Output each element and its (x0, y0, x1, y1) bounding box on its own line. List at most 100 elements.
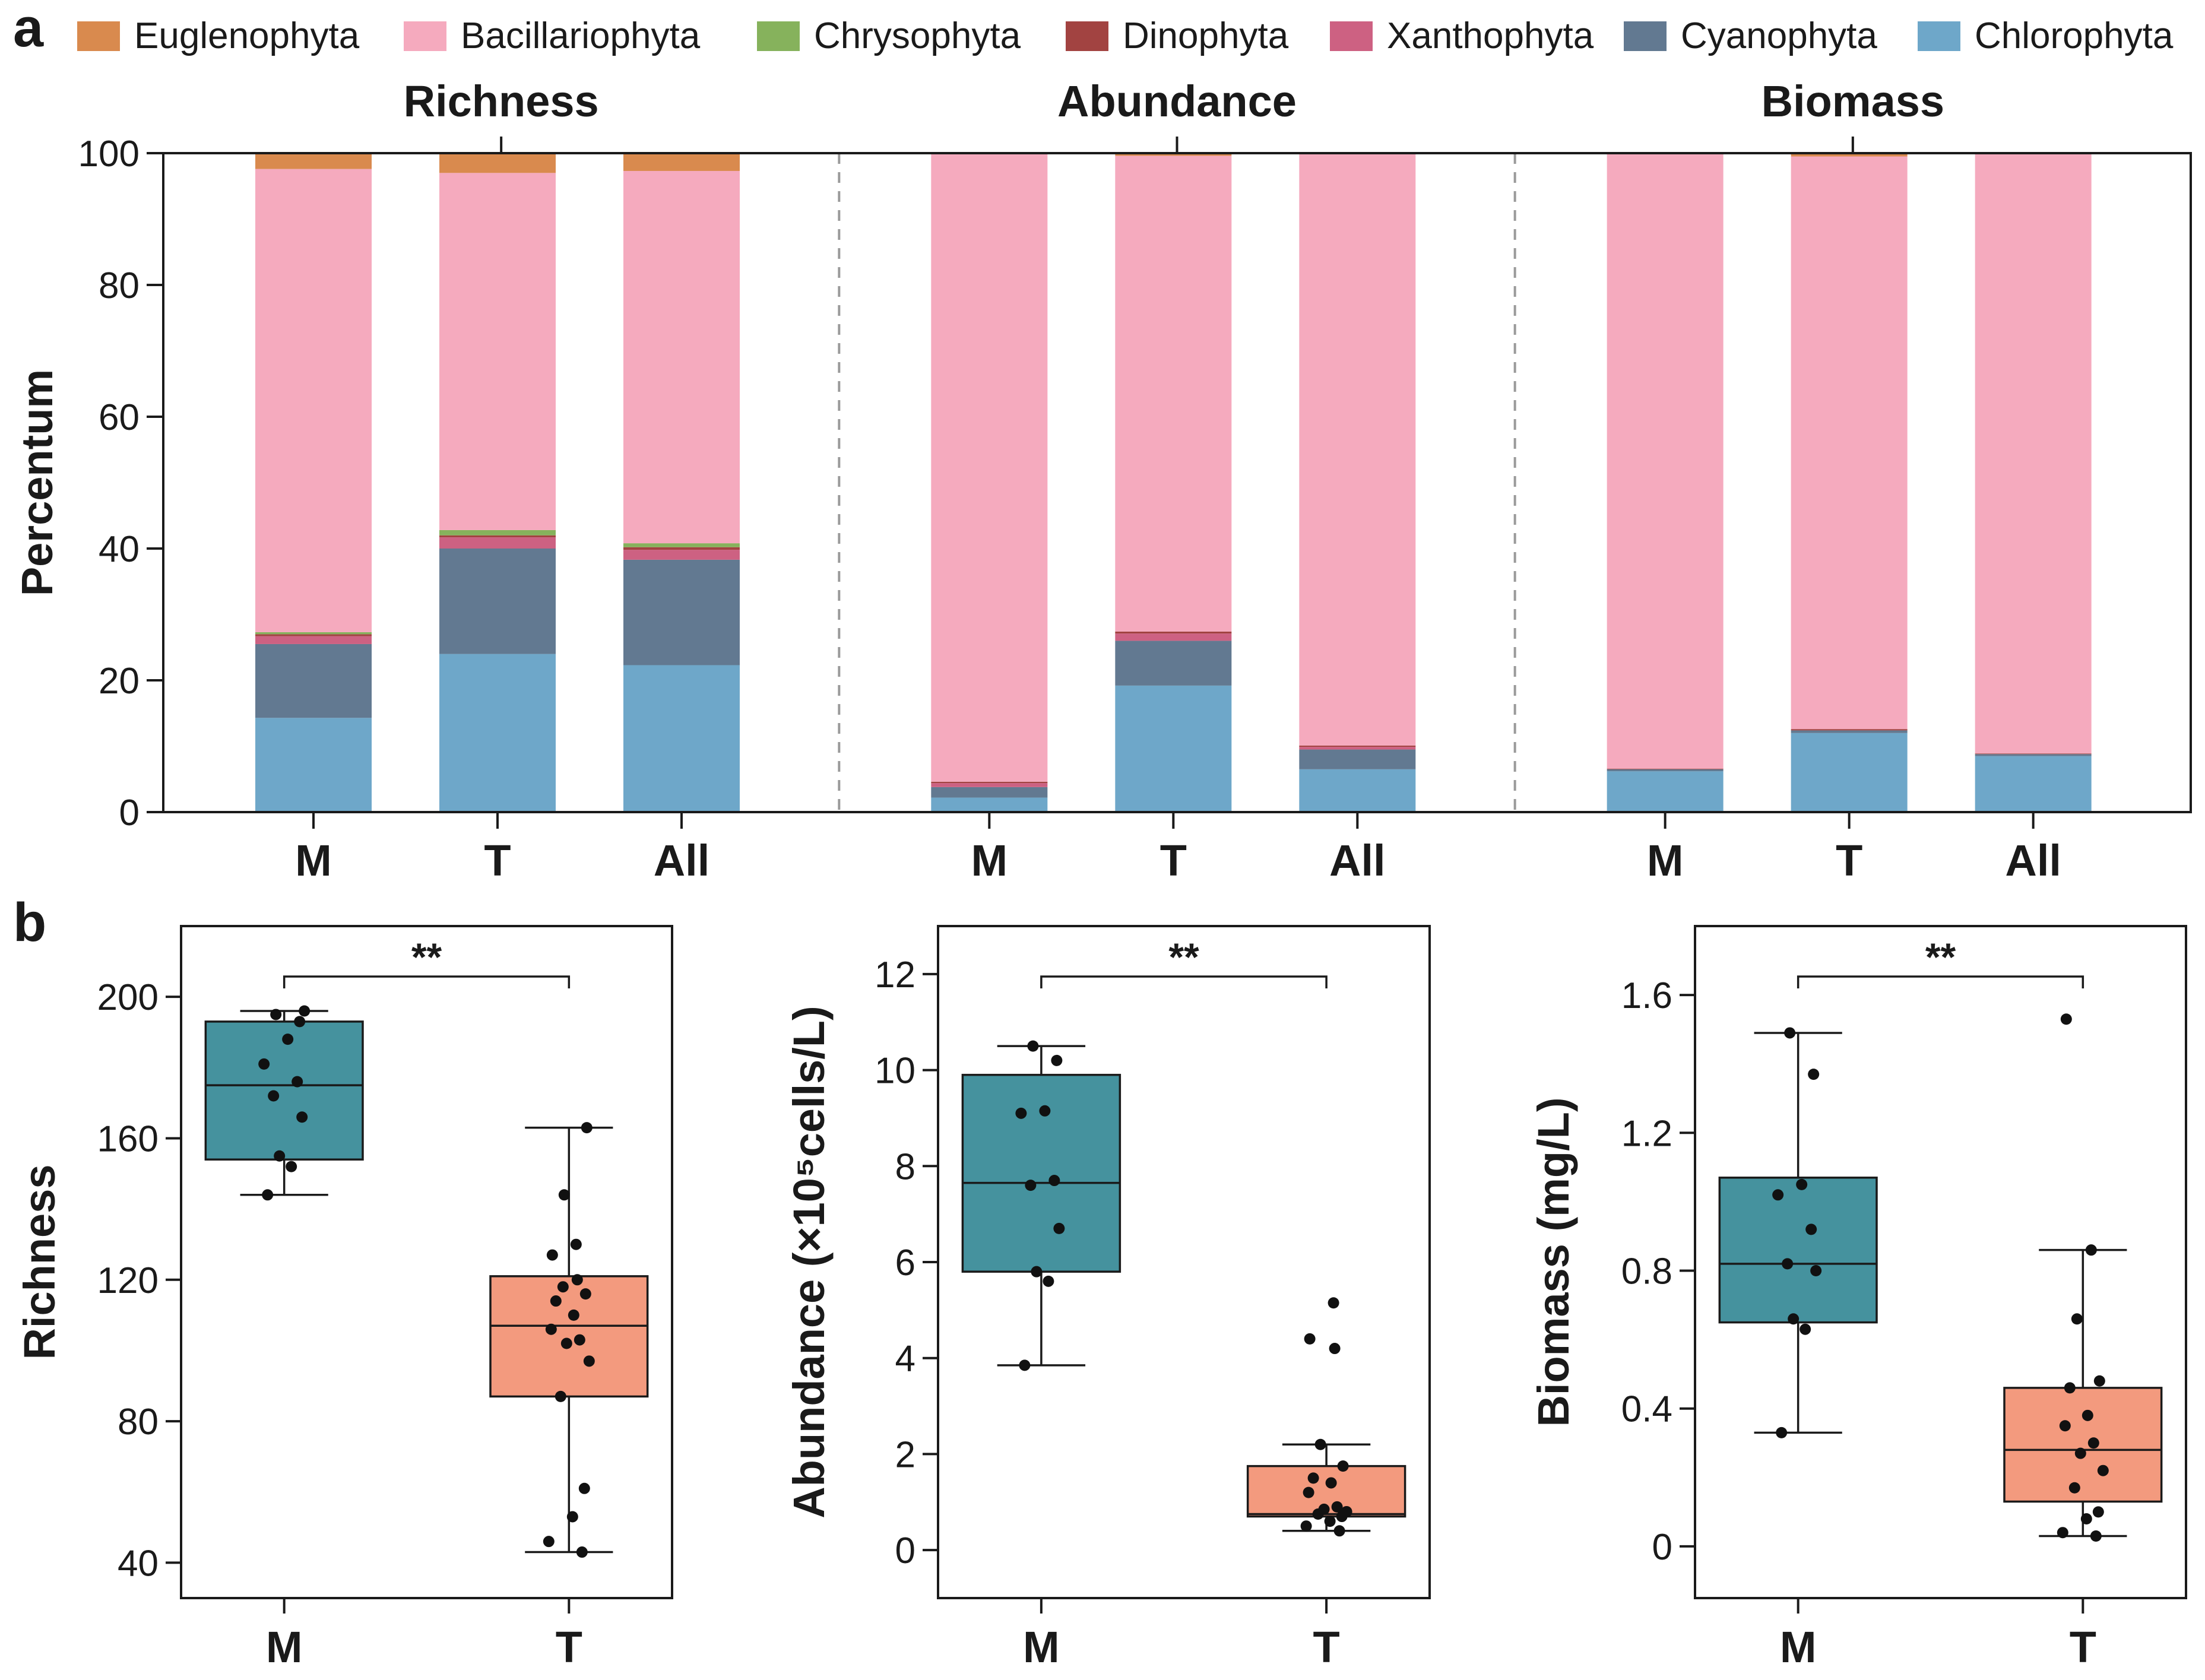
bar-abundance-m-xanthophyta (931, 783, 1048, 787)
legend-label-dinophyta: Dinophyta (1123, 15, 1289, 56)
data-point-m (1784, 1027, 1796, 1039)
bar-richness-t-bacillariophyta (439, 173, 556, 530)
data-point-t (2064, 1382, 2076, 1394)
data-point-m (1788, 1313, 1800, 1325)
data-point-t (558, 1189, 570, 1201)
data-point-m (268, 1090, 280, 1102)
significance-label: ** (1168, 935, 1199, 979)
box-m (204, 1020, 364, 1161)
data-point-t (546, 1249, 558, 1261)
y-tick-label: 0 (119, 793, 140, 833)
x-tick-label-t: T (556, 1622, 582, 1672)
data-point-t (2097, 1465, 2109, 1476)
data-point-t (550, 1295, 562, 1307)
y-tick-label: 0.8 (1621, 1251, 1672, 1292)
x-tick-label-abundance-all: All (1329, 836, 1386, 885)
data-point-t (2068, 1482, 2080, 1494)
bar-biomass-m-cyanophyta (1607, 769, 1724, 772)
x-tick-label-richness-m: M (295, 836, 332, 885)
plot-frame (162, 152, 2192, 813)
box-plots: M T ** 40 80 120 160 200 Richness M T ** 0 2 4 6 8 10 12 Ab… (15, 925, 2187, 1672)
legend-swatch-bacillariophyta (404, 21, 446, 51)
data-point-m (1776, 1427, 1788, 1438)
data-point-t (1318, 1503, 1330, 1515)
plot-frame (1694, 925, 2187, 1599)
data-point-t (2092, 1506, 2104, 1518)
data-point-m (1031, 1266, 1043, 1278)
data-point-m (1025, 1180, 1037, 1191)
legend-swatch-chlorophyta (1918, 21, 1960, 51)
data-point-t (578, 1482, 590, 1494)
data-point-t (568, 1309, 579, 1321)
y-axis-label: Biomass (mg/L) (1529, 1097, 1578, 1427)
y-tick-label: 1.6 (1621, 975, 1672, 1016)
box-m (961, 1073, 1121, 1273)
legend-swatch-cyanophyta (1624, 21, 1667, 51)
legend-label-bacillariophyta: Bacillariophyta (461, 15, 701, 56)
data-point-t (579, 1288, 591, 1300)
data-point-m (1027, 1040, 1039, 1052)
bar-abundance-m-dinophyta (931, 781, 1048, 784)
y-tick-label: 100 (78, 134, 140, 175)
x-tick-label-m: M (1780, 1622, 1817, 1672)
data-point-t (583, 1355, 595, 1367)
group-title-biomass: Biomass (1762, 77, 1944, 126)
data-point-m (1810, 1265, 1822, 1277)
y-tick-label: 60 (99, 397, 140, 438)
bar-biomass-all-cyanophyta (1975, 754, 2092, 756)
panel-label-b: b (13, 892, 46, 953)
bar-abundance-all-xanthophyta (1299, 747, 1416, 750)
bar-biomass-m-chlorophyta (1607, 771, 1724, 812)
data-point-t (543, 1536, 555, 1548)
data-point-m (282, 1034, 294, 1045)
bar-abundance-t-dinophyta (1115, 631, 1232, 634)
data-point-m (1053, 1222, 1065, 1234)
bar-richness-m-xanthophyta (255, 636, 372, 644)
legend-swatch-dinophyta (1066, 21, 1108, 51)
data-point-t (555, 1390, 566, 1402)
legend-label-chrysophyta: Chrysophyta (814, 15, 1021, 56)
data-point-t (2057, 1527, 2068, 1539)
bar-richness-all-bacillariophyta (623, 170, 740, 544)
data-point-t (2090, 1530, 2102, 1542)
data-point-t (1333, 1525, 1345, 1537)
data-point-t (557, 1281, 569, 1293)
data-point-t (1325, 1477, 1337, 1489)
data-point-t (571, 1274, 583, 1286)
data-point-t (1329, 1343, 1341, 1355)
bar-abundance-t-euglenophyta (1115, 153, 1232, 156)
legend-label-xanthophyta: Xanthophyta (1387, 15, 1594, 56)
panel-label-a: a (13, 0, 44, 58)
data-point-t (1303, 1486, 1314, 1498)
data-point-m (1015, 1107, 1027, 1119)
bar-richness-m-dinophyta (255, 634, 372, 636)
legend-swatch-chrysophyta (757, 21, 800, 51)
y-tick-label: 0 (1652, 1527, 1672, 1568)
data-point-t (1304, 1333, 1316, 1345)
data-point-t (1307, 1472, 1319, 1484)
legend: Euglenophyta Bacillariophyta Chrysophyta Di… (77, 15, 2174, 56)
legend-label-cyanophyta: Cyanophyta (1681, 15, 1877, 56)
bar-richness-all-euglenophyta (623, 153, 740, 171)
data-point-m (270, 1009, 282, 1020)
data-point-t (1331, 1501, 1343, 1513)
data-point-m (274, 1150, 286, 1162)
stacked-bar-chart: Richness M T All Abundance M T All Biomass M T All 0… (12, 77, 2192, 885)
significance-bracket (1797, 975, 2084, 988)
data-point-t (2082, 1409, 2093, 1421)
data-point-m (292, 1076, 303, 1088)
bar-abundance-all-bacillariophyta (1299, 154, 1416, 746)
data-point-t (1328, 1297, 1339, 1309)
data-point-m (258, 1058, 270, 1070)
bar-biomass-t-cyanophyta (1791, 730, 1908, 733)
data-point-m (1039, 1105, 1051, 1117)
y-tick-label: 1.2 (1621, 1113, 1672, 1154)
box-plot-richness: M T ** 40 80 120 160 200 Richness (15, 925, 673, 1672)
x-tick-label-biomass-all: All (2005, 836, 2061, 885)
data-point-t (2080, 1513, 2092, 1524)
x-tick-label-biomass-t: T (1836, 836, 1862, 885)
data-point-t (570, 1238, 582, 1250)
data-point-t (2060, 1013, 2072, 1025)
bar-richness-m-bacillariophyta (255, 169, 372, 632)
